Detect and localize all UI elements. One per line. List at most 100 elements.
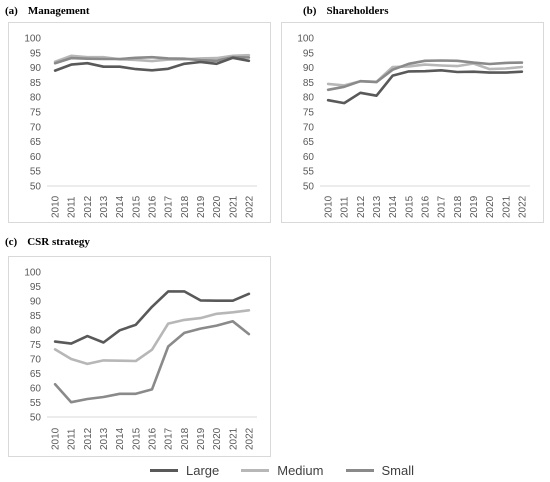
y-tick-label: 50: [30, 413, 42, 424]
y-tick-label: 65: [30, 137, 42, 148]
legend-swatch-large: [150, 468, 178, 472]
x-tick-label: 2014: [115, 427, 126, 450]
legend-swatch-small: [345, 468, 374, 472]
y-tick-label: 50: [303, 182, 315, 193]
series-line-medium: [53, 53, 251, 64]
x-tick-label: 2020: [212, 427, 223, 450]
y-tick-label: 80: [30, 93, 42, 104]
x-tick-label: 2010: [51, 195, 62, 218]
y-tick-label: 100: [24, 34, 41, 45]
y-tick-label: 80: [303, 93, 315, 104]
y-tick-label: 60: [30, 152, 42, 163]
y-tick-label: 80: [30, 326, 42, 337]
y-tick-label: 65: [303, 137, 315, 148]
y-tick-label: 55: [30, 398, 42, 409]
chart-title: Management: [27, 5, 90, 17]
y-tick-label: 75: [30, 340, 42, 351]
y-tick-label: 90: [30, 63, 42, 74]
x-tick-label: 2022: [517, 195, 528, 218]
legend-item-large: Large: [150, 463, 219, 478]
legend-label-small: Small: [381, 462, 415, 478]
series-line-large: [53, 56, 251, 72]
x-tick-label: 2018: [180, 427, 191, 450]
panel-title-management: (a) Management: [5, 5, 90, 17]
y-tick-label: 55: [303, 167, 315, 178]
x-tick-label: 2015: [131, 195, 142, 218]
x-tick-label: 2019: [196, 195, 207, 218]
y-tick-label: 50: [30, 182, 42, 193]
y-tick-label: 70: [30, 355, 42, 366]
x-tick-label: 2019: [469, 195, 480, 218]
chart-frame-csr-strategy: [8, 256, 271, 457]
panel-title-shareholders: (b) Shareholders: [303, 5, 389, 17]
series-line-medium: [53, 308, 251, 366]
series-line-small: [326, 59, 524, 92]
y-tick-label: 65: [30, 369, 42, 380]
x-tick-label: 2014: [388, 195, 399, 218]
x-tick-label: 2016: [148, 195, 159, 218]
x-tick-label: 2013: [99, 427, 110, 450]
x-tick-label: 2017: [164, 427, 175, 450]
panel-label: (a): [5, 5, 18, 17]
y-tick-label: 85: [30, 311, 42, 322]
x-tick-label: 2012: [83, 195, 94, 218]
x-tick-label: 2022: [244, 195, 255, 218]
y-tick-label: 85: [30, 78, 42, 89]
series-line-small: [53, 319, 251, 404]
y-tick-label: 55: [30, 167, 42, 178]
x-tick-label: 2013: [99, 195, 110, 218]
x-tick-label: 2022: [244, 427, 255, 450]
x-tick-label: 2013: [372, 195, 383, 218]
x-tick-label: 2014: [115, 195, 126, 218]
chart-title: Shareholders: [326, 5, 389, 17]
x-tick-label: 2012: [356, 195, 367, 218]
y-tick-label: 95: [303, 48, 315, 59]
x-tick-label: 2021: [501, 195, 512, 218]
y-tick-label: 60: [303, 152, 315, 163]
chart-csr-strategy: 50 55 60 65 70 75 80 85 90 95 100 2010 2011 2012 2013 2…: [24, 268, 257, 450]
series-line-small: [53, 55, 251, 65]
y-tick-label: 100: [24, 268, 41, 279]
x-tick-label: 2010: [324, 195, 335, 218]
x-tick-label: 2020: [485, 195, 496, 218]
legend-item-small: Small: [345, 462, 415, 478]
x-tick-label: 2015: [131, 427, 142, 450]
y-tick-label: 100: [297, 34, 314, 45]
legend-item-medium: Medium: [241, 462, 324, 478]
x-tick-label: 2018: [453, 195, 464, 218]
x-tick-label: 2021: [228, 427, 239, 450]
y-tick-label: 85: [303, 78, 315, 89]
chart-shareholders: 50 55 60 65 70 75 80 85 90 95 100 2010 2011 2012 2013 2…: [297, 34, 530, 218]
y-tick-label: 90: [303, 63, 315, 74]
x-tick-label: 2017: [164, 195, 175, 218]
series-line-large: [326, 69, 524, 105]
x-tick-label: 2011: [67, 428, 78, 450]
x-tick-label: 2011: [340, 196, 351, 218]
chart-title: CSR strategy: [27, 236, 90, 248]
y-tick-label: 90: [30, 297, 42, 308]
x-tick-label: 2020: [212, 195, 223, 218]
panel-label: (c): [5, 236, 18, 248]
y-tick-label: 60: [30, 384, 42, 395]
legend-label-large: Large: [186, 462, 220, 478]
y-tick-label: 75: [303, 108, 315, 119]
x-tick-label: 2017: [437, 195, 448, 218]
x-tick-label: 2021: [228, 195, 239, 218]
x-tick-label: 2015: [404, 195, 415, 218]
y-tick-label: 95: [30, 282, 42, 293]
y-tick-label: 75: [30, 108, 42, 119]
x-tick-label: 2016: [421, 195, 432, 218]
y-tick-label: 95: [30, 48, 42, 59]
panel-label: (b): [303, 5, 317, 17]
legend-swatch-medium: [241, 468, 270, 472]
y-tick-label: 70: [303, 122, 315, 133]
charts-canvas: 50 55 60 65 70 75 80 85 90 95 100 2010 2011 2012 2013 2…: [24, 34, 530, 450]
legend: Large Medium Small: [150, 460, 414, 480]
x-tick-label: 2012: [83, 427, 94, 450]
y-tick-label: 70: [30, 122, 42, 133]
x-tick-label: 2018: [180, 195, 191, 218]
x-tick-label: 2019: [196, 427, 207, 450]
chart-frame-shareholders: [281, 22, 544, 223]
series-line-large: [53, 290, 251, 345]
legend-label-medium: Medium: [277, 462, 324, 478]
